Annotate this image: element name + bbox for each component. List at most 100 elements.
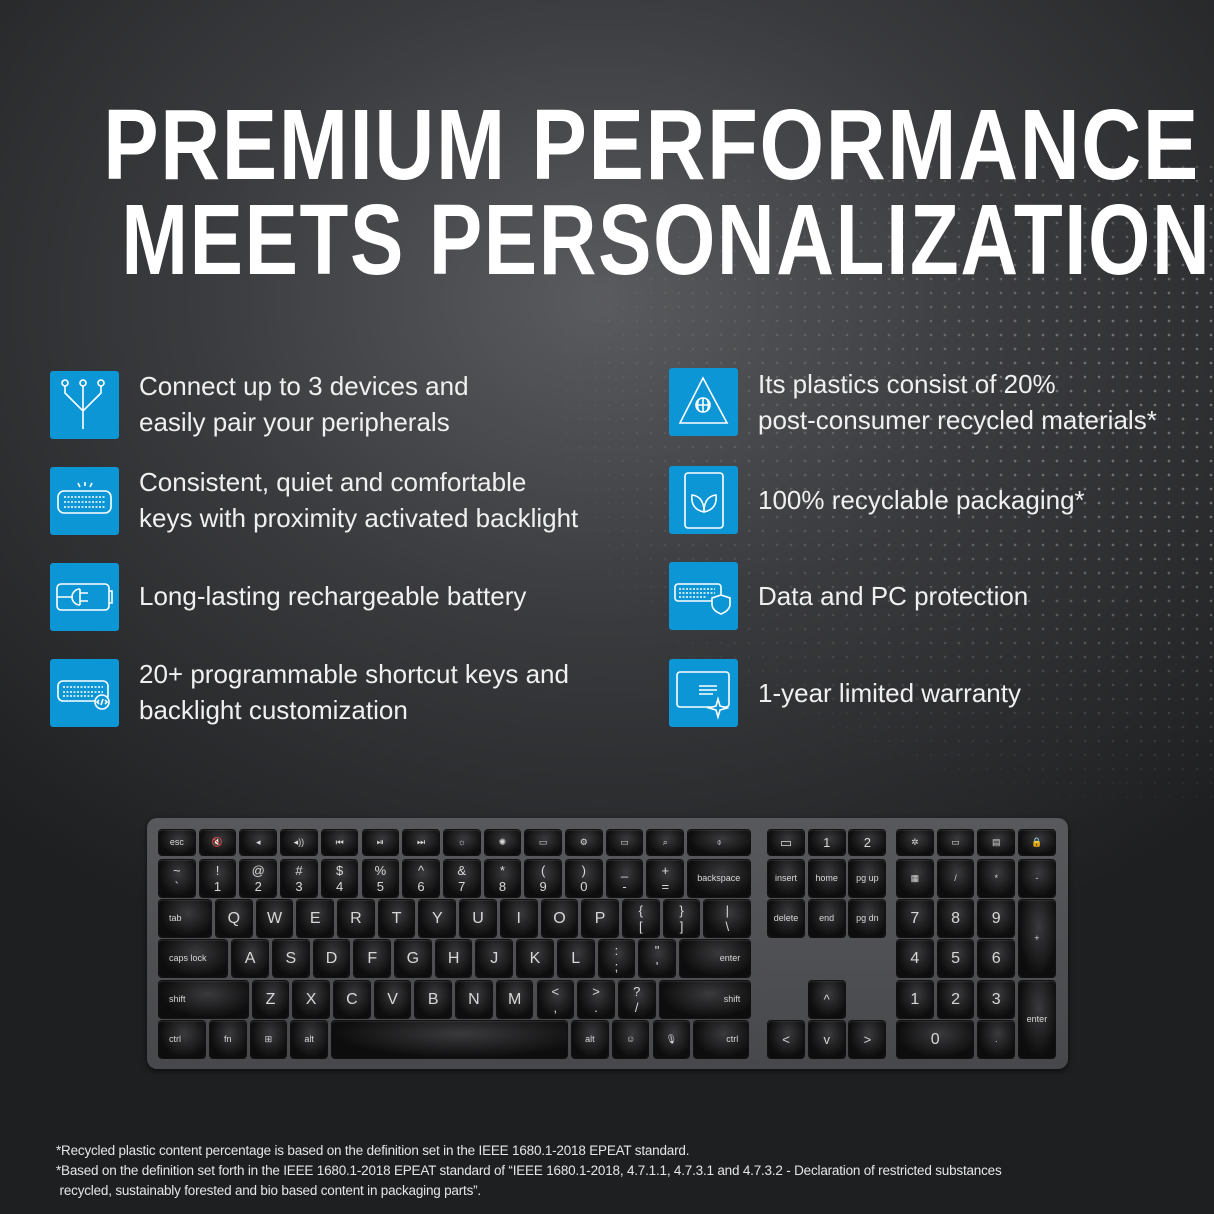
key-2: @ 2 (240, 860, 277, 897)
key-symbol: > (849, 1021, 886, 1058)
key-v: v (808, 1021, 845, 1058)
key-0: ) 0 (566, 860, 602, 897)
footnote-2: *Based on the definition set forth in th… (56, 1163, 1002, 1178)
key-symbol: : ; (598, 940, 635, 977)
feature-text: post-consumer recycled materials* (758, 405, 1157, 435)
key-symbol: _ - (606, 860, 643, 897)
numpad-key-symbol: ✲ (897, 830, 933, 855)
feature-recycled-plastics: Its plastics consist of 20% post-consumer… (758, 366, 1157, 438)
feature-text: 100% recyclable packaging* (758, 485, 1085, 515)
key-symbol: } ] (663, 900, 700, 937)
key-ctrl: ctrl (694, 1021, 749, 1058)
key-symbol: > . (578, 981, 614, 1018)
key-x: X (293, 981, 329, 1018)
key-symbol: ⌽ (688, 830, 751, 855)
numpad-key-symbol: ▦ (897, 860, 933, 897)
key-y: Y (419, 900, 456, 937)
key-9: ( 9 (525, 860, 561, 897)
key-symbol: ⌕ (647, 830, 684, 855)
key-o: O (541, 900, 578, 937)
key-caps-lock: caps lock (159, 940, 228, 977)
key-symbol: 🔇 (199, 830, 236, 855)
feature-shortcut-keys: 20+ programmable shortcut keys and backli… (139, 656, 569, 728)
key-j: J (476, 940, 513, 977)
key-pg-up: pg up (849, 860, 886, 897)
key-symbol: ^ (808, 981, 845, 1018)
key-i: I (500, 900, 537, 937)
numpad-key-symbol: - (1019, 860, 1055, 897)
key-b: B (415, 981, 452, 1018)
recycle-globe-icon (669, 368, 738, 436)
key-g: G (395, 940, 431, 977)
key-z: Z (252, 981, 289, 1018)
key-1: ! 1 (199, 860, 236, 897)
multi-device-icon (50, 371, 119, 439)
key-symbol: ⊞ (250, 1021, 287, 1058)
key-a: A (232, 940, 268, 977)
footnote-3: recycled, sustainably forested and bio b… (56, 1183, 482, 1198)
key-2: 2 (849, 830, 886, 855)
key-esc: esc (159, 830, 195, 855)
key-s: S (272, 940, 309, 977)
key-symbol: ⚙ (566, 830, 602, 855)
key-p: P (582, 900, 618, 937)
numpad-key-5: 5 (937, 940, 974, 977)
numpad-key-4: 4 (897, 940, 933, 977)
numpad-key-9: 9 (978, 900, 1015, 937)
key-h: H (435, 940, 472, 977)
key-symbol: ? / (618, 981, 655, 1018)
feature-multi-device: Connect up to 3 devices and easily pair y… (139, 368, 469, 440)
key-delete: delete (768, 900, 804, 937)
feature-battery: Long-lasting rechargeable battery (139, 578, 526, 614)
feature-text: backlight customization (139, 695, 408, 725)
key-enter: enter (679, 940, 751, 977)
key-symbol: ⏮ (321, 830, 358, 855)
key-symbol: 🎙 (653, 1021, 690, 1058)
feature-text: 1-year limited warranty (758, 678, 1021, 708)
key-symbol: ☼ (443, 830, 480, 855)
key-symbol: ⏯ (362, 830, 399, 855)
headline-line-1: PREMIUM PERFORMANCE (103, 89, 1200, 201)
numpad-key-symbol: . (978, 1021, 1015, 1058)
feature-backlit-keys: Consistent, quiet and comfortable keys wi… (139, 464, 578, 536)
key-w: W (256, 900, 293, 937)
key-u: U (460, 900, 496, 937)
numpad-key-7: 7 (897, 900, 933, 937)
footnote-1: *Recycled plastic content percentage is … (56, 1143, 690, 1158)
feature-recyclable-packaging: 100% recyclable packaging* (758, 482, 1085, 518)
numpad-key-8: 8 (937, 900, 974, 937)
key-m: M (496, 981, 533, 1018)
key-tab: tab (159, 900, 211, 937)
key-symbol: { [ (622, 900, 659, 937)
key-home: home (808, 860, 845, 897)
key-7: & 7 (443, 860, 480, 897)
backlit-keyboard-icon (50, 467, 119, 535)
key-symbol: ▭ (525, 830, 561, 855)
key-1: 1 (808, 830, 845, 855)
warranty-certificate-icon (669, 659, 738, 727)
keyboard-code-icon (50, 659, 119, 727)
key-ctrl: ctrl (159, 1021, 205, 1058)
numpad-key-3: 3 (978, 981, 1015, 1018)
feature-text: keys with proximity activated backlight (139, 503, 579, 533)
feature-text: Connect up to 3 devices and (139, 371, 469, 401)
key-q: Q (215, 900, 252, 937)
key-symbol: ◂ (240, 830, 277, 855)
key-shift: shift (159, 981, 248, 1018)
feature-text: Data and PC protection (758, 581, 1029, 611)
numpad-key-symbol: * (978, 860, 1015, 897)
key-space (331, 1021, 568, 1058)
headline-line-2: MEETS PERSONALIZATION (121, 184, 1212, 296)
numpad-key-6: 6 (978, 940, 1015, 977)
key-n: N (456, 981, 492, 1018)
key-alt: alt (291, 1021, 327, 1058)
feature-text: Consistent, quiet and comfortable (139, 467, 527, 497)
numpad-key-symbol: ▤ (978, 830, 1015, 855)
feature-text: Long-lasting rechargeable battery (139, 581, 527, 611)
feature-data-protection: Data and PC protection (758, 578, 1028, 614)
key-shift: shift (659, 981, 751, 1018)
numpad-key-2: 2 (937, 981, 974, 1018)
key-symbol: " ' (639, 940, 675, 977)
key-symbol: < (768, 1021, 804, 1058)
key-symbol: + = (647, 860, 684, 897)
